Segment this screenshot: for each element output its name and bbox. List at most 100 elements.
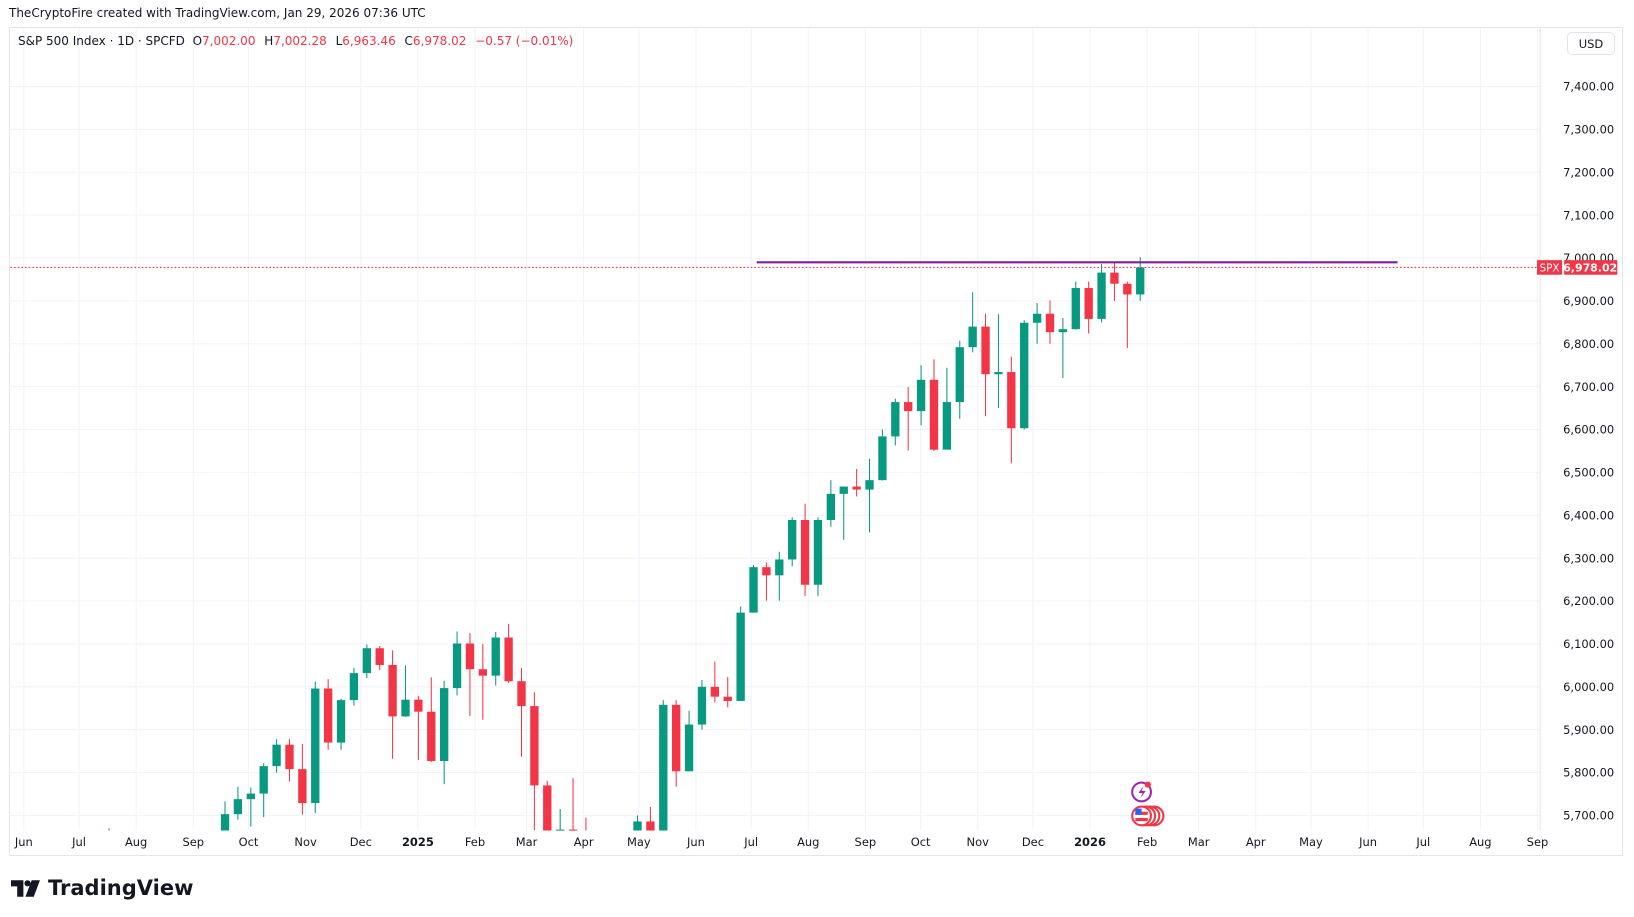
candle <box>465 633 475 716</box>
lightning-bolt <box>1138 785 1146 799</box>
candle <box>414 695 423 761</box>
candle <box>981 313 990 417</box>
candle-body <box>710 686 720 697</box>
candle <box>362 644 371 679</box>
candle-body <box>285 744 294 770</box>
candle <box>1136 257 1145 301</box>
candle-body <box>311 688 320 804</box>
candle-body <box>684 724 694 772</box>
candle-body <box>388 664 397 717</box>
candle <box>543 780 552 831</box>
y-tick-label: 5,900.00 <box>1563 723 1614 737</box>
candle-body <box>401 699 410 717</box>
x-tick-label: Aug <box>797 835 819 849</box>
lightning-event-icon[interactable] <box>1131 781 1152 803</box>
candle-body <box>427 711 436 761</box>
candle-body <box>272 744 281 767</box>
candle-body <box>878 436 887 481</box>
flag-canton <box>1135 808 1142 815</box>
candle-body <box>852 486 861 490</box>
x-tick-label: Mar <box>1188 835 1210 849</box>
candle <box>904 387 913 451</box>
price-tag-value: 6,978.02 <box>1563 262 1617 275</box>
candle <box>736 606 745 701</box>
candle <box>323 679 333 750</box>
candle <box>517 667 526 757</box>
candle-body <box>659 704 668 831</box>
candle <box>1020 320 1029 430</box>
candle <box>298 743 307 815</box>
y-tick-label: 6,800.00 <box>1563 337 1614 351</box>
tradingview-logo[interactable]: TradingView <box>11 875 193 901</box>
x-tick-label: Jun <box>686 835 705 849</box>
candle-body <box>349 673 359 701</box>
y-tick-label: 6,700.00 <box>1563 380 1614 394</box>
ohlc-legend: S&P 500 Index · 1D · SPCFD O7,002.00 H7,… <box>18 34 578 48</box>
candle-body <box>813 520 823 585</box>
candle-body <box>1045 313 1055 333</box>
change-value: −0.57 (−0.01%) <box>475 34 574 48</box>
candle <box>697 679 707 730</box>
symbol-title[interactable]: S&P 500 Index · 1D · SPCFD <box>18 34 185 48</box>
candle <box>633 815 642 831</box>
candle <box>684 710 694 772</box>
symbol-tag: SPX <box>1540 263 1560 275</box>
tradingview-logo-icon <box>11 879 40 897</box>
brand-name: TradingView <box>48 876 194 900</box>
candle-body <box>826 493 836 521</box>
candle-body <box>530 706 539 786</box>
open-label: O <box>192 34 203 48</box>
candle-body <box>1058 329 1068 333</box>
candle-body <box>839 486 848 494</box>
y-tick-label: 6,200.00 <box>1563 594 1614 608</box>
x-tick-label: Jul <box>743 835 758 849</box>
y-tick-label: 6,400.00 <box>1563 508 1614 522</box>
candle-body <box>916 379 926 412</box>
candle <box>852 468 861 497</box>
candle <box>955 340 964 419</box>
candle-body <box>1097 272 1106 319</box>
candle-body <box>452 643 462 689</box>
candle <box>233 786 243 820</box>
currency-button[interactable]: USD <box>1567 32 1615 55</box>
y-tick-label: 6,600.00 <box>1563 423 1614 437</box>
candle <box>775 551 784 601</box>
candle-body <box>298 769 307 804</box>
x-tick-label: Jun <box>1358 835 1377 849</box>
candle <box>788 517 797 567</box>
candle <box>1110 262 1119 301</box>
candle-body <box>749 567 758 613</box>
candle <box>478 643 487 720</box>
candle <box>826 480 836 527</box>
y-tick-label: 7,400.00 <box>1563 80 1614 94</box>
x-tick-label: Feb <box>465 835 485 849</box>
candle-body <box>220 814 230 831</box>
candle-body <box>865 480 874 490</box>
candle <box>723 676 732 708</box>
chart-frame <box>9 27 1623 856</box>
x-tick-label: May <box>627 835 651 849</box>
x-tick-label: Apr <box>1246 835 1266 849</box>
price-tag-bg <box>1564 260 1618 275</box>
candle-body <box>1123 283 1132 295</box>
y-tick-label: 7,300.00 <box>1563 123 1614 137</box>
candle-body <box>491 637 500 676</box>
y-tick-label: 5,800.00 <box>1563 766 1614 780</box>
candle <box>710 661 720 703</box>
candle <box>1045 300 1055 344</box>
candle <box>968 292 977 353</box>
us-flag-economic-event-icon[interactable] <box>1131 805 1165 827</box>
candle-body <box>633 821 642 831</box>
candle-body <box>994 372 1003 375</box>
candle-body <box>891 402 900 437</box>
candle-body <box>439 688 449 761</box>
candle <box>401 665 410 717</box>
candle <box>530 692 539 831</box>
candle-body <box>981 326 990 375</box>
y-tick-label: 6,900.00 <box>1563 294 1614 308</box>
candle <box>439 680 449 785</box>
candle-body <box>1071 288 1080 330</box>
candle-body <box>362 648 371 674</box>
candle <box>1032 303 1042 344</box>
